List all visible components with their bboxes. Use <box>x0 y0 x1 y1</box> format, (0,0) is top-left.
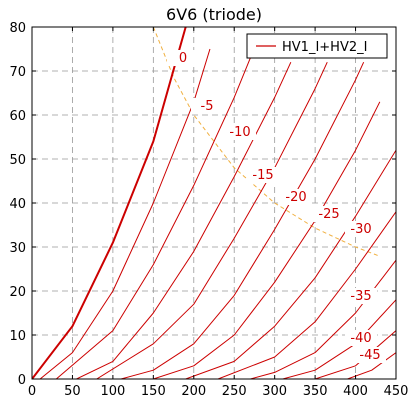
x-tick-label: 250 <box>222 384 247 399</box>
curve-neg25 <box>120 61 365 379</box>
curve-0 <box>32 27 187 379</box>
y-tick-label: 10 <box>9 329 26 344</box>
y-tick-label: 40 <box>9 197 26 212</box>
x-tick-label: 100 <box>100 384 125 399</box>
x-tick-label: 300 <box>262 384 287 399</box>
curve-labels: 0 -5 -10 -15 -20 -25 -30 -35 -40 -45 <box>167 50 386 363</box>
curve-neg55 <box>314 330 396 379</box>
y-tick-label: 80 <box>9 21 26 36</box>
curve-label: -35 <box>350 289 371 304</box>
x-tick-label: 200 <box>181 384 206 399</box>
curve-neg5 <box>39 48 211 379</box>
curve-label: -5 <box>201 99 214 114</box>
curve-label-bg <box>280 189 312 205</box>
max-dissipation-curve <box>152 27 381 257</box>
curve-label: -10 <box>229 125 250 140</box>
curve-neg30 <box>153 101 381 379</box>
y-tick-label: 30 <box>9 241 26 256</box>
x-tick-label: 50 <box>64 384 81 399</box>
x-tick-label: 150 <box>141 384 166 399</box>
curve-neg40 <box>217 211 396 379</box>
curve-label-bg <box>247 167 279 183</box>
y-tick-label: 60 <box>9 109 26 124</box>
axes: 0 50 100 150 200 250 300 350 400 450 0 10 20 30 40 50 60… <box>9 21 408 399</box>
curve-label-bg <box>354 347 386 363</box>
curve-neg35 <box>185 149 396 379</box>
x-tick-label: 350 <box>303 384 328 399</box>
chart-title: 6V6 (triode) <box>166 5 262 24</box>
curve-label: 0 <box>179 51 187 66</box>
y-tick-label: 50 <box>9 153 26 168</box>
curve-label-bg <box>191 98 223 114</box>
y-tick-label: 70 <box>9 65 26 80</box>
curve-label: -25 <box>318 207 339 222</box>
x-tick-label: 0 <box>28 384 36 399</box>
dissipation-line <box>152 27 381 257</box>
legend-entry: HV1_I+HV2_I <box>282 40 367 55</box>
curve-label: -40 <box>350 331 371 346</box>
curve-label-bg <box>167 50 199 66</box>
curve-label: -45 <box>359 348 380 363</box>
curve-label-bg <box>345 221 377 237</box>
curve-label: -20 <box>285 190 306 205</box>
x-tick-label: 450 <box>384 384 409 399</box>
curve-label: -30 <box>350 222 371 237</box>
curve-neg15 <box>76 61 292 379</box>
y-tick-label: 0 <box>18 373 26 388</box>
curve-label-bg <box>313 206 345 222</box>
curve-label-bg <box>345 330 377 346</box>
curve-label-bg <box>345 288 377 304</box>
y-tick-label: 20 <box>9 285 26 300</box>
curve-neg20 <box>96 61 328 379</box>
curve-label: -15 <box>252 168 273 183</box>
curve-label-bg <box>224 124 256 140</box>
grid <box>32 27 396 379</box>
legend: HV1_I+HV2_I <box>246 33 388 59</box>
curve-neg10 <box>55 57 251 379</box>
x-tick-label: 400 <box>343 384 368 399</box>
curve-neg50 <box>282 299 396 379</box>
